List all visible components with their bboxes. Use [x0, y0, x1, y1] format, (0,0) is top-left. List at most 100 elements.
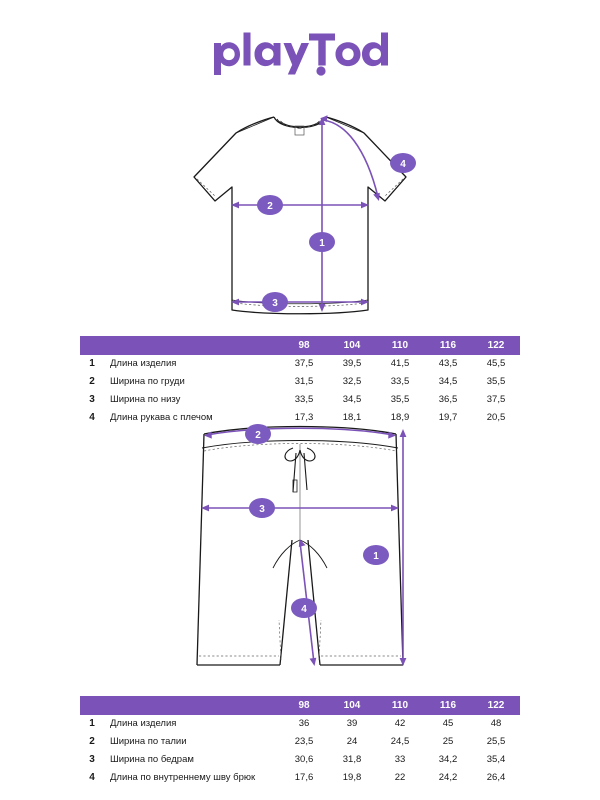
tshirt-row-2-val-104: 32,5 [342, 376, 362, 387]
pants-size-table: 98 104 110 116 122 1 Длина изделия 36 39… [80, 696, 520, 787]
tshirt-row-1-val-104: 39,5 [342, 358, 362, 369]
pants-row-2-val-110: 24,5 [390, 736, 410, 747]
tshirt-row-1-label: Длина изделия [110, 358, 177, 369]
tshirt-row-3-val-122: 37,5 [486, 394, 506, 405]
tshirt-row-3-val-104: 34,5 [342, 394, 362, 405]
tshirt-row-1-num: 1 [89, 358, 95, 369]
pants-row-3-val-98: 30,6 [294, 754, 314, 765]
pants-row-4-val-98: 17,6 [294, 772, 314, 783]
tshirt-badge-3: 3 [262, 292, 288, 312]
pants-row-2-val-98: 23,5 [294, 736, 314, 747]
pants-row-1-val-98: 36 [298, 718, 310, 729]
t-shirt-technical-drawing-icon: 1 2 3 4 [193, 115, 416, 315]
pants-header-size-98: 98 [298, 700, 310, 711]
neck-label-tag [294, 125, 305, 136]
tshirt-header-size-110: 110 [391, 340, 409, 351]
pants-row-1-val-110: 42 [394, 718, 406, 729]
measure-arrowheads [231, 115, 380, 312]
pants-row-4-val-104: 19,8 [342, 772, 362, 783]
pants-row-2-val-104: 24 [346, 736, 358, 747]
tshirt-row-1-val-98: 37,5 [294, 358, 314, 369]
pants-header-size-104: 104 [343, 700, 361, 711]
tshirt-row-4-num: 4 [89, 412, 95, 423]
pants-row-4-num: 4 [89, 772, 95, 783]
pants-row-3-val-116: 34,2 [438, 754, 458, 765]
pants-measure-arrowheads [201, 429, 407, 666]
pants-technical-drawing-icon: 2 3 1 4 [196, 424, 407, 666]
drawstring-bow-icon [284, 447, 316, 493]
tshirt-row-3-val-98: 33,5 [294, 394, 314, 405]
pants-badge-2-label: 2 [255, 430, 261, 441]
table-row: 1 Длина изделия 37,5 39,5 41,5 43,5 45,5 [80, 355, 520, 373]
tshirt-row-4-val-116: 19,7 [438, 412, 458, 423]
tshirt-badge-2: 2 [257, 195, 283, 215]
table-row: 4 Длина рукава с плечом 17,3 18,1 18,9 1… [80, 409, 520, 427]
tshirt-badge-3-label: 3 [272, 298, 278, 309]
tshirt-header-label [104, 336, 280, 355]
pants-row-2-val-116: 25 [442, 736, 454, 747]
tshirt-row-2-num: 2 [89, 376, 95, 387]
tshirt-header-num [80, 336, 104, 355]
pants-row-3-num: 3 [89, 754, 95, 765]
tshirt-row-4-val-110: 18,9 [390, 412, 410, 423]
playtoday-logo-icon [214, 32, 388, 76]
tshirt-row-2-val-122: 35,5 [486, 376, 506, 387]
pants-row-1-val-104: 39 [346, 718, 358, 729]
tshirt-row-4-label: Длина рукава с плечом [110, 412, 213, 423]
pants-row-1-label: Длина изделия [110, 718, 177, 729]
pants-row-2-val-122: 25,5 [486, 736, 506, 747]
table-row: 2 Ширина по талии 23,5 24 24,5 25 25,5 [80, 733, 520, 751]
tshirt-table-header-row: 98 104 110 116 122 [80, 336, 520, 355]
pants-row-3-val-104: 31,8 [342, 754, 362, 765]
tshirt-row-2-val-116: 34,5 [438, 376, 458, 387]
pants-row-4-val-122: 26,4 [486, 772, 506, 783]
tshirt-header-size-122: 122 [487, 340, 505, 351]
tshirt-row-3-label: Ширина по низу [110, 394, 181, 405]
table-row: 3 Ширина по бедрам 30,6 31,8 33 34,2 35,… [80, 751, 520, 769]
tshirt-row-1-val-116: 43,5 [438, 358, 458, 369]
pants-row-4-val-116: 24,2 [438, 772, 458, 783]
pants-row-2-num: 2 [89, 736, 95, 747]
table-row: 1 Длина изделия 36 39 42 45 48 [80, 715, 520, 733]
pants-row-3-label: Ширина по бедрам [110, 754, 194, 765]
pants-row-1-val-116: 45 [442, 718, 454, 729]
pants-badge-4-label: 4 [301, 604, 307, 615]
tshirt-badge-2-label: 2 [267, 201, 273, 212]
tshirt-row-2-val-110: 33,5 [390, 376, 410, 387]
pants-header-num [80, 696, 104, 715]
tshirt-header-size-116: 116 [439, 340, 457, 351]
measure-line-2 [206, 427, 394, 436]
table-row: 3 Ширина по низу 33,5 34,5 35,5 36,5 37,… [80, 391, 520, 409]
pants-badge-1: 1 [363, 545, 389, 565]
pants-row-1-val-122: 48 [490, 718, 502, 729]
tshirt-header-size-98: 98 [298, 340, 310, 351]
pants-badge-3: 3 [249, 498, 275, 518]
tshirt-row-1-val-110: 41,5 [390, 358, 410, 369]
pants-row-4-label: Длина по внутреннему шву брюк [110, 772, 256, 783]
table-row: 2 Ширина по груди 31,5 32,5 33,5 34,5 35… [80, 373, 520, 391]
tshirt-row-2-val-98: 31,5 [294, 376, 314, 387]
tshirt-badge-4-label: 4 [400, 159, 406, 170]
pants-header-size-110: 110 [391, 700, 409, 711]
measure-line-4 [321, 119, 379, 198]
tshirt-row-3-val-110: 35,5 [390, 394, 410, 405]
table-row: 4 Длина по внутреннему шву брюк 17,6 19,… [80, 769, 520, 787]
pants-row-4-val-110: 22 [394, 772, 406, 783]
pants-table-header-row: 98 104 110 116 122 [80, 696, 520, 715]
brand-logo [0, 30, 600, 81]
pants-badge-1-label: 1 [373, 551, 379, 562]
pants-diagram: 2 3 1 4 [0, 420, 600, 685]
pants-row-3-val-122: 35,4 [486, 754, 506, 765]
tshirt-badge-4: 4 [390, 153, 416, 173]
pants-header-size-122: 122 [487, 700, 505, 711]
tshirt-size-table: 98 104 110 116 122 1 Длина изделия 37,5 … [80, 336, 520, 427]
tshirt-badge-1-label: 1 [319, 238, 325, 249]
pants-badge-2: 2 [245, 424, 271, 444]
pants-header-label [104, 696, 280, 715]
tshirt-row-3-num: 3 [89, 394, 95, 405]
pants-row-2-label: Ширина по талии [110, 736, 187, 747]
pants-header-size-116: 116 [439, 700, 457, 711]
tshirt-row-1-val-122: 45,5 [486, 358, 506, 369]
tshirt-row-4-val-104: 18,1 [342, 412, 362, 423]
tshirt-row-4-val-98: 17,3 [294, 412, 314, 423]
